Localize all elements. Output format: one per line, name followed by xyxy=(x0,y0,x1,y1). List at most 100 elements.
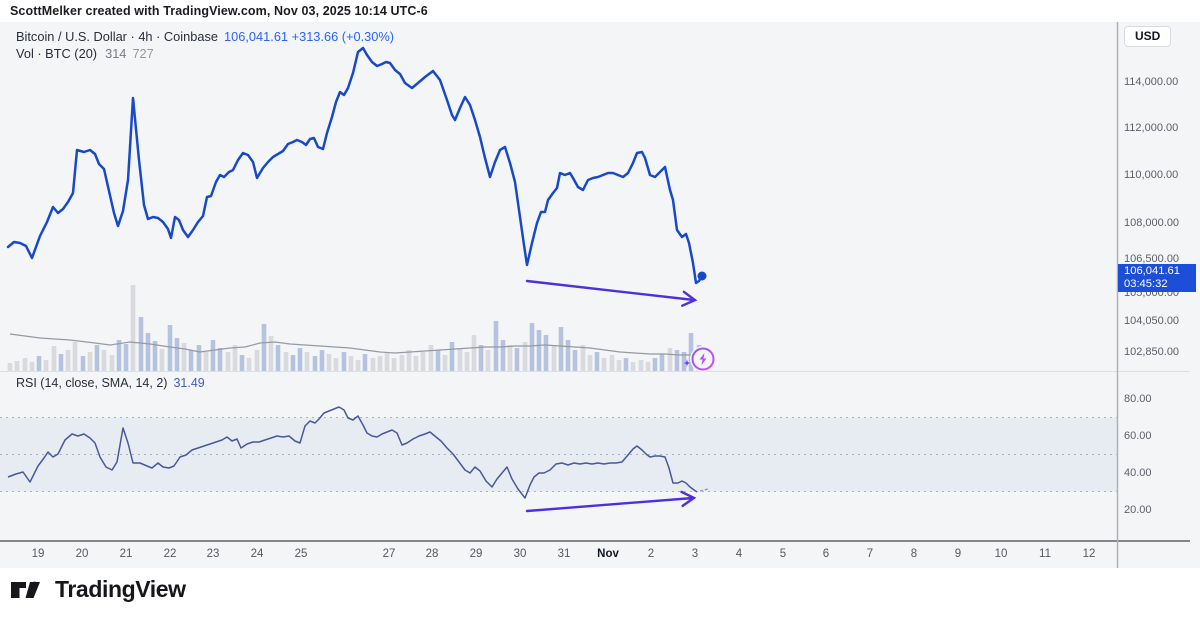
volume-bar xyxy=(188,350,194,371)
volume-bar xyxy=(210,340,216,371)
time-axis-tick: 3 xyxy=(691,548,699,560)
volume-bar xyxy=(87,352,93,371)
rsi-axis-tick: 40.00 xyxy=(1124,467,1152,479)
volume-bar xyxy=(464,352,470,371)
volume-bar xyxy=(290,355,296,371)
time-axis-tick: 31 xyxy=(557,548,571,560)
time-axis-tick: 25 xyxy=(294,548,308,560)
volume-bar xyxy=(7,363,13,371)
time-axis-tick: Nov xyxy=(597,548,619,560)
time-axis-tick: 12 xyxy=(1082,548,1096,560)
volume-bar xyxy=(130,285,136,371)
volume-bar xyxy=(341,352,347,371)
volume-bar xyxy=(36,356,42,371)
volume-bar xyxy=(652,358,658,371)
volume-bar xyxy=(594,352,600,371)
volume-bar xyxy=(514,348,520,371)
volume-bar xyxy=(659,354,665,371)
rsi-axis-tick: 20.00 xyxy=(1124,504,1152,516)
rsi-line[interactable] xyxy=(7,406,698,499)
volume-bar xyxy=(22,358,28,371)
volume-bar xyxy=(478,345,484,371)
time-axis-tick: 10 xyxy=(994,548,1008,560)
rsi-legend: RSI (14, close, SMA, 14, 2) 31.49 xyxy=(16,376,205,390)
time-axis-tick: 11 xyxy=(1039,548,1051,560)
volume-ma-value: 727 xyxy=(132,46,154,61)
volume-bar xyxy=(152,341,158,371)
volume-bar xyxy=(500,340,506,371)
volume-bar xyxy=(297,348,303,371)
price-axis-tick: 108,000.00 xyxy=(1124,217,1180,229)
symbol-legend: Bitcoin / U.S. Dollar · 4h · Coinbase 106… xyxy=(16,28,394,62)
volume-bar xyxy=(174,338,180,371)
volume-bar xyxy=(109,355,115,371)
volume-bar xyxy=(638,360,644,371)
volume-bar xyxy=(116,340,122,371)
volume-bar xyxy=(536,330,542,371)
volume-bar xyxy=(319,350,325,371)
volume-bar xyxy=(254,350,260,371)
chart-canvas[interactable] xyxy=(0,22,1200,568)
volume-bar xyxy=(435,350,441,371)
volume-bar xyxy=(246,358,252,371)
lightning-icon[interactable] xyxy=(683,346,716,372)
volume-bar xyxy=(138,317,144,371)
volume-bar xyxy=(333,358,339,371)
time-axis-tick: 2 xyxy=(647,548,655,560)
volume-bar xyxy=(370,358,376,371)
volume-bar xyxy=(203,352,209,371)
volume-bar xyxy=(529,323,535,371)
volume-bar xyxy=(217,348,223,371)
chart-area[interactable]: Bitcoin / U.S. Dollar · 4h · Coinbase 106… xyxy=(0,22,1200,568)
price-line[interactable] xyxy=(6,46,704,285)
time-axis-tick: 28 xyxy=(425,548,439,560)
last-price-badge[interactable]: 106,041.61 03:45:32 xyxy=(1118,264,1196,292)
volume-bar xyxy=(601,358,607,371)
tradingview-logo[interactable]: TradingView xyxy=(10,576,186,603)
time-axis-tick: 5 xyxy=(779,548,787,560)
price-trend-arrow[interactable] xyxy=(525,279,698,307)
volume-bar xyxy=(377,356,383,371)
rsi-value: 31.49 xyxy=(173,376,205,390)
rsi-ma-dash xyxy=(699,488,709,492)
volume-bar xyxy=(681,352,687,371)
volume-bar xyxy=(362,354,368,371)
tradingview-logo-text: TradingView xyxy=(55,576,186,602)
volume-bar xyxy=(609,355,615,371)
volume-bar xyxy=(326,354,332,371)
volume-bar xyxy=(623,358,629,371)
time-axis-tick: 4 xyxy=(735,548,743,560)
time-axis-tick: 8 xyxy=(910,548,918,560)
volume-bar xyxy=(493,321,499,371)
price-axis-tick: 112,000.00 xyxy=(1124,122,1179,134)
rsi-indicator-label[interactable]: RSI (14, close, SMA, 14, 2) xyxy=(16,376,168,390)
volume-bar xyxy=(225,352,231,371)
volume-bar xyxy=(558,327,564,371)
time-axis-tick: 29 xyxy=(469,548,483,560)
volume-bar xyxy=(674,350,680,371)
volume-bar xyxy=(275,345,281,371)
volume-bar xyxy=(688,333,694,371)
volume-bar xyxy=(384,352,390,371)
volume-bar xyxy=(551,345,557,371)
time-axis-tick: 9 xyxy=(954,548,962,560)
volume-bar xyxy=(457,348,463,371)
badge-price: 106,041.61 xyxy=(1124,265,1180,277)
volume-bar xyxy=(58,354,64,371)
volume-bar xyxy=(413,356,419,371)
last-price-change[interactable]: 106,041.61 +313.66 (+0.30%) xyxy=(224,29,395,44)
volume-bar xyxy=(181,343,187,371)
volume-bar xyxy=(572,350,578,371)
currency-toggle-button[interactable]: USD xyxy=(1124,26,1172,47)
volume-bar xyxy=(283,352,289,371)
time-axis-tick: 27 xyxy=(382,548,396,560)
volume-bar xyxy=(449,342,455,371)
symbol-title[interactable]: Bitcoin / U.S. Dollar · 4h · Coinbase xyxy=(16,29,218,44)
volume-bar xyxy=(261,324,267,371)
volume-bar xyxy=(587,355,593,371)
badge-countdown: 03:45:32 xyxy=(1124,278,1168,290)
volume-bar xyxy=(159,349,165,371)
volume-indicator-label[interactable]: Vol · BTC (20) xyxy=(16,46,98,61)
rsi-trend-arrow[interactable] xyxy=(525,490,697,513)
volume-bar xyxy=(428,345,434,371)
